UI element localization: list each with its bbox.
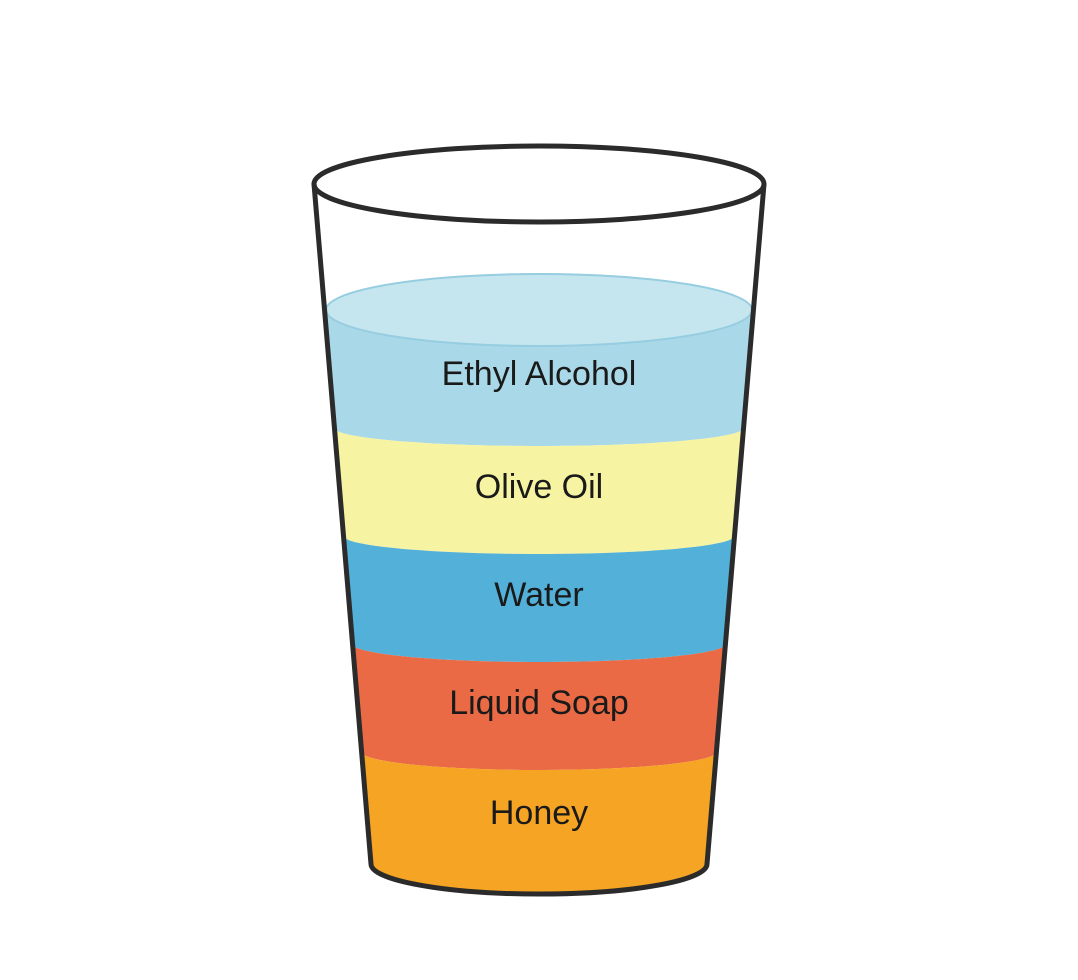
liquid-surface: [326, 274, 752, 346]
layer-label-3: Liquid Soap: [449, 684, 629, 722]
layer-label-1: Olive Oil: [475, 468, 603, 506]
layer-label-4: Honey: [490, 794, 588, 832]
layer-label-2: Water: [494, 576, 583, 614]
density-layers-diagram: Ethyl Alcohol Olive Oil Water Liquid Soap Ho…: [0, 0, 1078, 980]
layer-label-0: Ethyl Alcohol: [442, 355, 637, 393]
diagram-svg: Ethyl Alcohol Olive Oil Water Liquid Soap Ho…: [0, 0, 1078, 980]
